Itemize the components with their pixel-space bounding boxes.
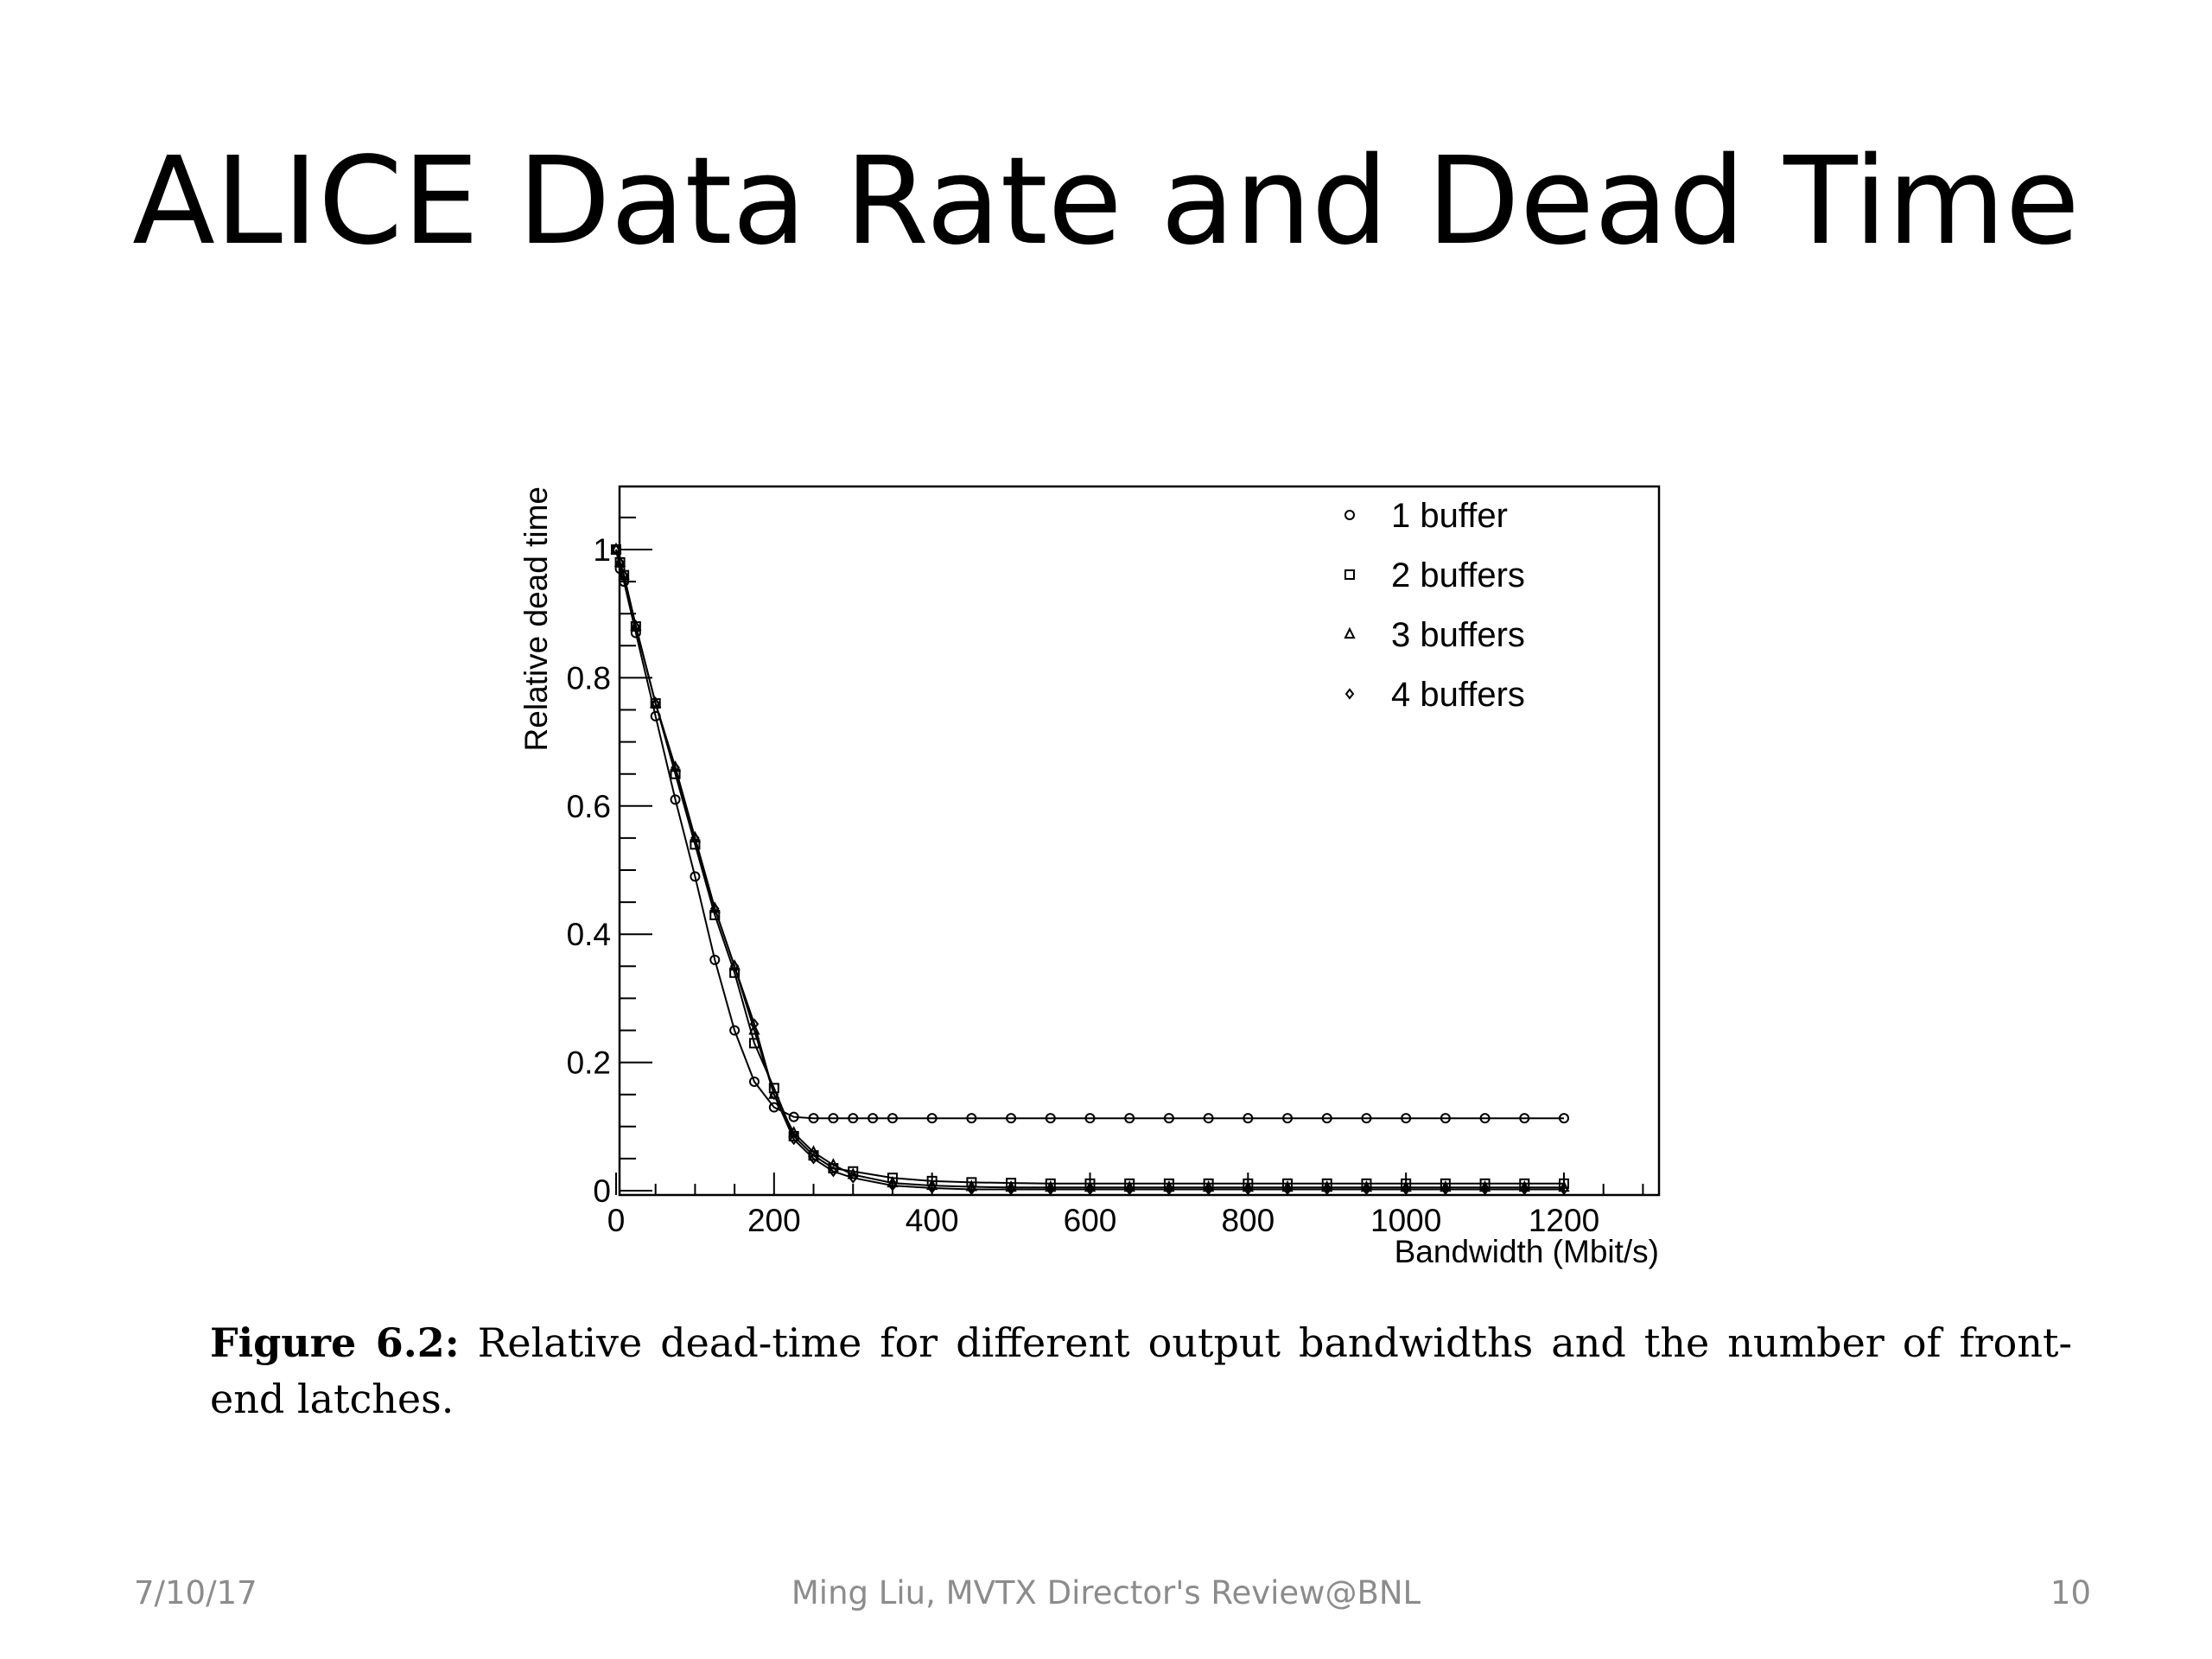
x-tick-label: 200 — [747, 1203, 801, 1238]
data-point-series-1 — [1440, 1113, 1451, 1124]
data-point-series-2 — [848, 1166, 859, 1177]
data-point-series-4 — [1046, 1183, 1056, 1196]
data-point-series-1 — [1045, 1113, 1056, 1124]
footer-page-number: 10 — [2050, 1574, 2091, 1611]
data-point-series-1 — [709, 954, 721, 965]
data-point-series-4 — [1006, 1183, 1016, 1196]
data-point-series-1 — [1361, 1113, 1372, 1124]
y-tick-label: 0.8 — [567, 660, 611, 696]
footer-presenter: Ming Liu, MVTX Director's Review@BNL — [791, 1574, 1421, 1611]
data-point-series-4 — [671, 761, 680, 773]
series-line-4 — [615, 549, 1564, 1191]
legend-label-3: 3 buffers — [1391, 616, 1525, 654]
data-point-series-1 — [926, 1113, 938, 1124]
data-point-series-1 — [1401, 1113, 1412, 1124]
legend-marker-3 — [1344, 626, 1356, 639]
legend-marker-4 — [1344, 688, 1355, 700]
data-point-series-1 — [1084, 1113, 1096, 1124]
data-point-series-4 — [1440, 1183, 1451, 1196]
data-point-series-4 — [729, 960, 740, 972]
data-point-series-4 — [690, 832, 700, 844]
data-point-series-4 — [1204, 1183, 1213, 1196]
x-tick-label: 1000 — [1370, 1203, 1441, 1238]
dead-time-chart: 0 200 400 600 800 1000 1200 0 0.2 0.4 0.6 0.8 1 Bandw… — [518, 485, 1661, 1269]
figure-label: Figure 6.2: — [210, 1319, 460, 1366]
data-point-series-1 — [1203, 1113, 1214, 1124]
x-tick-label: 600 — [1064, 1203, 1117, 1238]
x-tick-label: 400 — [906, 1203, 959, 1238]
data-point-series-1 — [788, 1111, 799, 1122]
footer-date: 7/10/17 — [134, 1574, 257, 1611]
data-point-series-1 — [848, 1113, 859, 1124]
data-point-series-4 — [631, 620, 641, 632]
data-point-series-4 — [1243, 1183, 1253, 1196]
data-point-series-4 — [967, 1183, 976, 1196]
data-point-series-4 — [1520, 1183, 1529, 1196]
data-point-series-4 — [615, 556, 625, 569]
data-point-series-1 — [1559, 1113, 1569, 1124]
y-axis-label: Relative dead time — [518, 486, 554, 751]
data-point-series-1 — [1321, 1113, 1332, 1124]
data-point-series-4 — [809, 1153, 818, 1165]
y-tick-label: 0.4 — [567, 917, 611, 952]
x-tick-label: 0 — [607, 1203, 626, 1238]
data-point-series-4 — [1085, 1183, 1095, 1196]
data-point-series-1 — [1243, 1113, 1254, 1124]
legend-label-1: 1 buffer — [1391, 497, 1508, 535]
data-point-series-1 — [1479, 1113, 1491, 1124]
data-point-series-1 — [1163, 1113, 1174, 1124]
plot-frame — [618, 485, 1661, 1197]
data-point-series-1 — [748, 1076, 760, 1087]
data-point-series-4 — [1362, 1183, 1371, 1196]
data-point-series-1 — [1519, 1113, 1530, 1124]
data-point-series-4 — [1559, 1183, 1569, 1196]
data-point-series-4 — [619, 569, 629, 582]
data-point-series-4 — [789, 1134, 798, 1146]
data-point-series-1 — [1282, 1113, 1294, 1124]
legend-label-2: 2 buffers — [1391, 556, 1525, 594]
x-axis-label: Bandwidth (Mbit/s) — [1395, 1234, 1659, 1269]
data-point-series-4 — [848, 1172, 858, 1184]
series-line-1 — [615, 549, 1564, 1120]
data-point-series-4 — [1401, 1183, 1411, 1196]
y-tick-label: 0 — [593, 1173, 611, 1209]
slide-title: ALICE Data Rate and Dead Time — [132, 131, 2080, 272]
data-point-series-1 — [1124, 1113, 1135, 1124]
data-point-series-1 — [768, 1102, 779, 1113]
figure-caption: Figure 6.2: Relative dead-time for diffe… — [210, 1315, 2072, 1427]
data-point-series-4 — [651, 697, 660, 709]
data-point-series-4 — [1282, 1183, 1293, 1196]
data-point-series-1 — [868, 1113, 879, 1124]
data-point-series-4 — [1322, 1183, 1332, 1196]
data-point-series-3 — [926, 1178, 938, 1191]
figure-caption-text: Relative dead-time for different output … — [210, 1319, 2072, 1422]
data-point-series-1 — [729, 1025, 741, 1036]
y-tick-label: 1 — [593, 532, 611, 568]
x-tick-label: 1200 — [1529, 1203, 1599, 1238]
data-point-series-1 — [808, 1113, 819, 1124]
data-point-series-3 — [965, 1179, 977, 1192]
data-point-series-4 — [749, 1018, 760, 1030]
data-point-series-4 — [1480, 1183, 1490, 1196]
legend-label-4: 4 buffers — [1391, 676, 1525, 714]
data-point-series-4 — [769, 1089, 779, 1101]
data-point-series-1 — [1006, 1113, 1017, 1124]
y-tick-label: 0.2 — [567, 1046, 611, 1081]
data-point-series-4 — [927, 1182, 937, 1194]
legend-marker-1 — [1344, 510, 1355, 520]
data-point-series-4 — [611, 543, 621, 556]
data-point-series-1 — [670, 794, 681, 805]
data-point-series-1 — [690, 871, 701, 882]
data-point-series-4 — [1124, 1183, 1135, 1196]
data-point-series-4 — [887, 1179, 898, 1192]
data-point-series-4 — [1164, 1183, 1174, 1196]
x-tick-label: 800 — [1221, 1203, 1274, 1238]
data-point-series-1 — [828, 1113, 839, 1124]
data-point-series-1 — [887, 1113, 898, 1124]
legend-marker-2 — [1344, 569, 1355, 580]
data-point-series-1 — [966, 1113, 977, 1124]
y-tick-label: 0.6 — [567, 789, 611, 824]
data-point-series-4 — [829, 1166, 838, 1178]
data-point-series-4 — [709, 902, 720, 915]
